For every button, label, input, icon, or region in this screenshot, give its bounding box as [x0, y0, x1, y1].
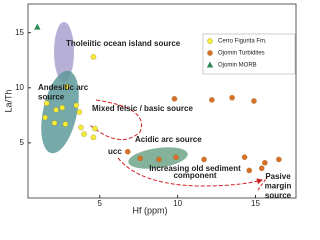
margin-arrow [257, 175, 269, 191]
data-point [53, 107, 59, 113]
sediment-arrow [117, 157, 263, 187]
y-tick-label: 15 [15, 28, 24, 37]
annotation: Pasive [265, 172, 291, 181]
data-point [43, 100, 50, 106]
data-point [92, 125, 98, 132]
annotation: Acidic arc source [135, 135, 202, 144]
data-point [246, 167, 253, 174]
plot-frame [27, 3, 297, 199]
annotation: margin [265, 182, 292, 191]
data-point [229, 94, 235, 101]
legend-label: Cerro Figurita Fm. [218, 39, 267, 45]
data-point [251, 98, 257, 104]
chart: Hf (ppm) La/Th 5 10 15 5 10 15 Cerro Figurita … [3, 3, 297, 215]
legend-box [202, 33, 296, 75]
legend-marker [207, 50, 213, 56]
annotation: source [38, 93, 65, 102]
x-tick-label: 15 [251, 199, 260, 208]
legend-label: Ojomin MORB [218, 63, 257, 69]
data-point [51, 120, 58, 126]
data-point [64, 83, 70, 90]
x-tick-label: 10 [173, 199, 182, 208]
data-point [241, 154, 248, 160]
annotation: Increasing old sediment [149, 164, 241, 173]
ocean-island-field [54, 22, 74, 82]
legend-marker [206, 61, 214, 68]
data-point [173, 154, 179, 160]
y-tick-label: 5 [20, 138, 25, 147]
data-point [59, 104, 66, 111]
legend-label: Ojomin Turbidites [218, 51, 265, 57]
data-point [34, 23, 41, 30]
legend-marker [207, 38, 213, 44]
annotation: source [265, 191, 292, 200]
y-tick-label: 10 [15, 83, 24, 92]
data-point [137, 155, 143, 162]
y-axis-label: La/Th [3, 89, 13, 112]
data-point [42, 114, 48, 121]
annotation: ucc [108, 147, 122, 156]
data-point [73, 102, 80, 109]
data-point [78, 124, 84, 131]
x-axis-label: Hf (ppm) [132, 205, 167, 215]
data-point [62, 121, 69, 127]
data-point [258, 165, 265, 171]
data-point [90, 54, 97, 60]
data-point [76, 109, 83, 115]
annotation: Andesitic arc [38, 83, 89, 92]
data-point [81, 131, 87, 137]
data-point [262, 159, 268, 166]
data-point [90, 134, 97, 141]
x-tick-label: 5 [97, 199, 102, 208]
data-point [156, 156, 162, 163]
data-point [209, 97, 215, 103]
annotation: component [173, 171, 216, 180]
andesitic-arc-field [41, 70, 79, 154]
annotation: Mixed felsic / basic source [92, 104, 193, 113]
mixing-arrow [89, 99, 142, 140]
data-point [276, 156, 282, 163]
annotation: Tholeiitic ocean island source [66, 39, 181, 48]
data-point [124, 148, 131, 155]
data-point [201, 156, 207, 163]
data-point [171, 96, 178, 102]
